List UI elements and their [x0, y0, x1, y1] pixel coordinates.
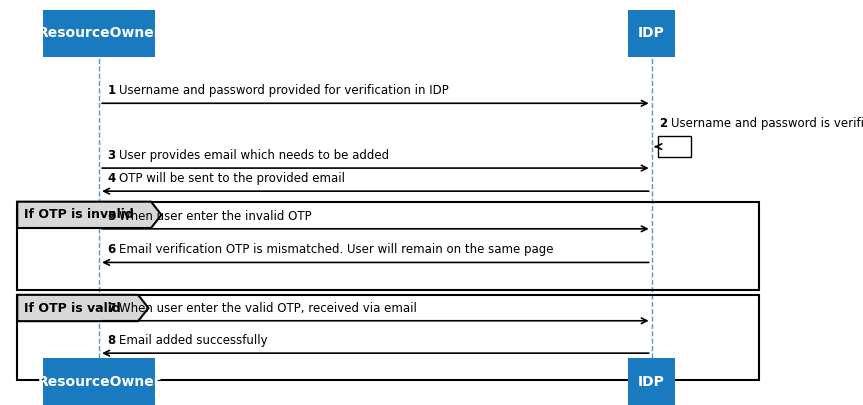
- Text: When user enter the invalid OTP: When user enter the invalid OTP: [119, 210, 312, 223]
- Text: Email added successfully: Email added successfully: [119, 334, 268, 347]
- Text: Username and password is verified: Username and password is verified: [671, 117, 863, 130]
- Text: 3: 3: [108, 149, 120, 162]
- Text: Email verification OTP is mismatched. User will remain on the same page: Email verification OTP is mismatched. Us…: [119, 243, 553, 256]
- Bar: [43, 10, 155, 57]
- Text: IDP: IDP: [638, 26, 665, 40]
- Bar: [17, 295, 759, 380]
- Polygon shape: [17, 295, 148, 321]
- Text: 5: 5: [108, 210, 120, 223]
- Text: Username and password provided for verification in IDP: Username and password provided for verif…: [119, 84, 449, 97]
- Text: 7: 7: [108, 302, 120, 315]
- Text: User provides email which needs to be added: User provides email which needs to be ad…: [119, 149, 389, 162]
- Text: 8: 8: [108, 334, 120, 347]
- Bar: [627, 10, 675, 57]
- Bar: [627, 358, 675, 405]
- Text: If OTP is invalid: If OTP is invalid: [24, 208, 134, 222]
- Polygon shape: [17, 202, 161, 228]
- Text: OTP will be sent to the provided email: OTP will be sent to the provided email: [119, 172, 345, 185]
- Text: 4: 4: [108, 172, 120, 185]
- Text: ResourceOwner: ResourceOwner: [37, 26, 161, 40]
- Bar: [17, 202, 759, 290]
- Text: If OTP is valid: If OTP is valid: [24, 301, 121, 315]
- Text: IDP: IDP: [638, 375, 665, 389]
- Bar: [658, 136, 691, 157]
- Bar: [43, 358, 155, 405]
- Text: 6: 6: [108, 243, 120, 256]
- Text: ResourceOwner: ResourceOwner: [37, 375, 161, 389]
- Text: When user enter the valid OTP, received via email: When user enter the valid OTP, received …: [119, 302, 417, 315]
- Text: 1: 1: [108, 84, 120, 97]
- Text: 2: 2: [660, 117, 672, 130]
